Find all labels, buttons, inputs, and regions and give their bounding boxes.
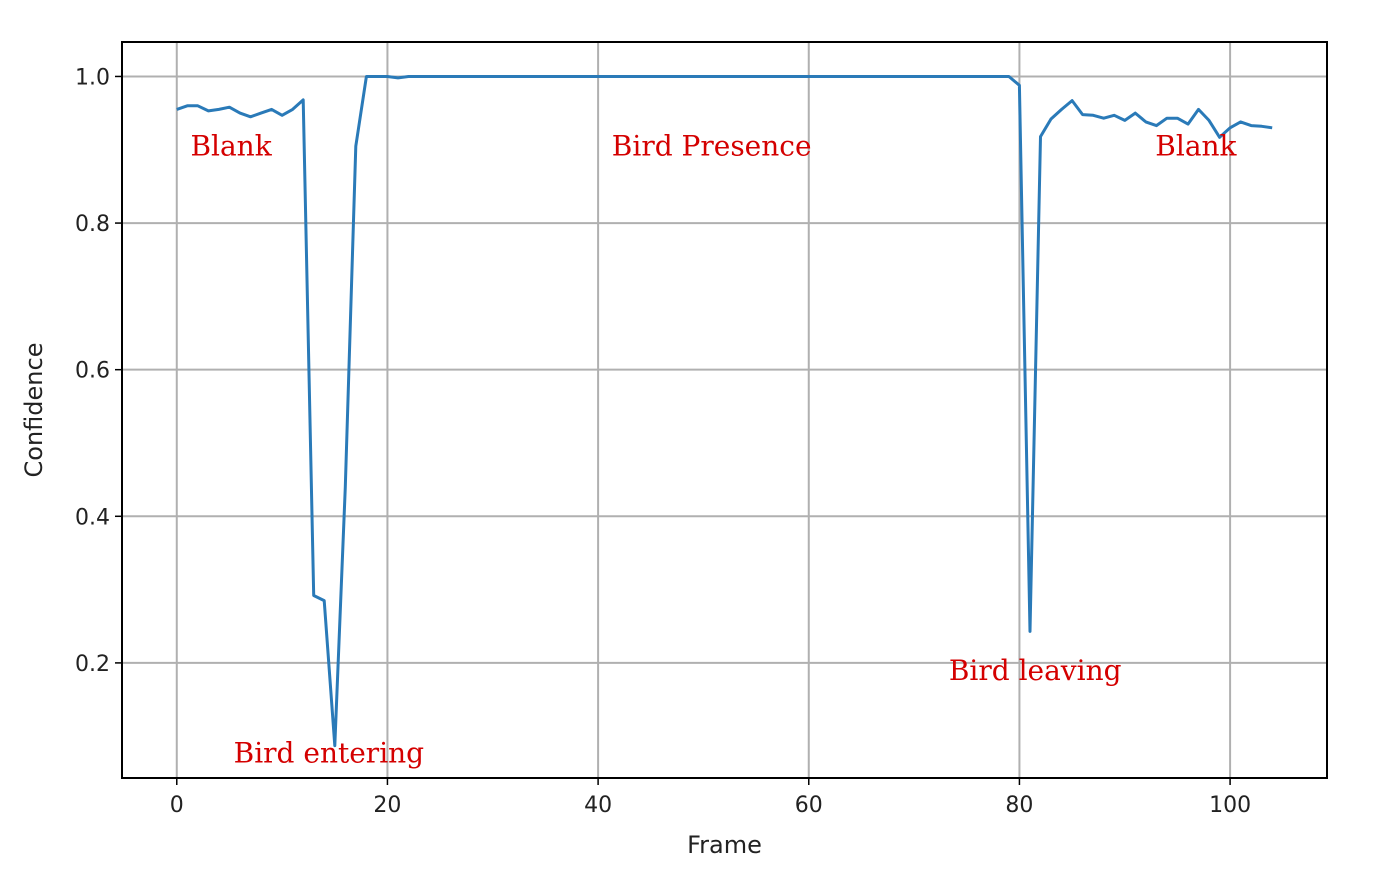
- annotation-label: Bird entering: [234, 737, 425, 770]
- x-tick-label: 60: [795, 793, 823, 818]
- plot-frame: [121, 41, 1328, 779]
- x-axis-title: Frame: [687, 831, 762, 859]
- x-tick-label: 40: [584, 793, 612, 818]
- y-tick-label: 1.0: [75, 65, 110, 90]
- annotations: Blank Bird Presence Blank Bird leaving Bird …: [190, 130, 1237, 770]
- x-tick-label: 0: [170, 793, 184, 818]
- x-tick-label: 80: [1005, 793, 1033, 818]
- annotation-label: Blank: [1155, 130, 1237, 163]
- axis-ticks: 0 20 40 60 80 100 0.2 0.4 0.6 0.8 1.0: [75, 65, 1251, 818]
- x-tick-label: 20: [373, 793, 401, 818]
- y-axis-title: Confidence: [20, 343, 48, 478]
- annotation-label: Bird leaving: [949, 654, 1122, 687]
- grid-lines: [122, 42, 1327, 778]
- annotation-label: Blank: [190, 130, 272, 163]
- y-tick-label: 0.8: [75, 212, 110, 237]
- x-tick-label: 100: [1209, 793, 1251, 818]
- series-lines: [176, 75, 1273, 748]
- y-tick-label: 0.2: [75, 652, 110, 677]
- y-tick-label: 0.6: [75, 359, 110, 384]
- series-line: [176, 75, 1273, 748]
- y-tick-label: 0.4: [75, 505, 110, 530]
- annotation-label: Bird Presence: [612, 130, 812, 163]
